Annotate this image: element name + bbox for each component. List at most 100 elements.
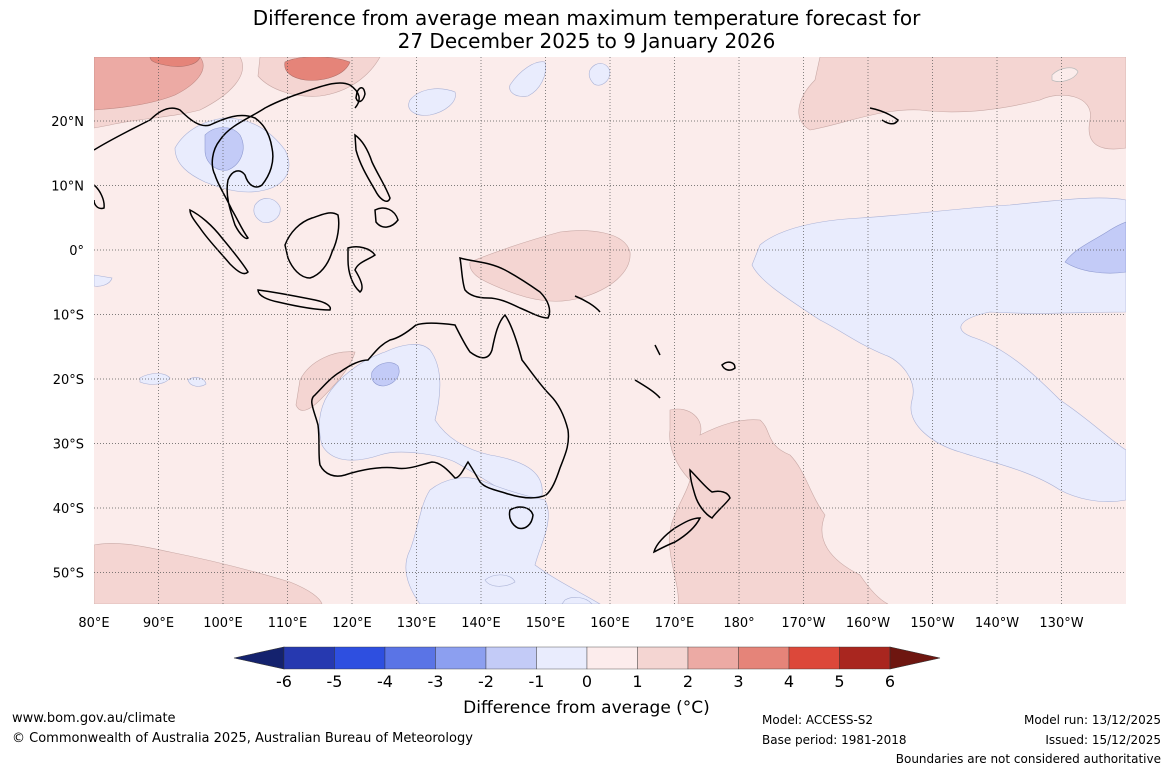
warm-region-equatorial bbox=[469, 230, 631, 302]
footer-model-run: Model run: 13/12/2025 bbox=[1023, 713, 1161, 727]
warm-region-asia-strong bbox=[94, 57, 204, 111]
longitude-label: 130°E bbox=[397, 616, 437, 631]
longitude-label: 110°E bbox=[268, 616, 308, 631]
coastline-taiwan bbox=[355, 87, 366, 103]
colorbar-tick-label: 5 bbox=[834, 672, 844, 691]
colorbar bbox=[233, 646, 941, 670]
coastline-solomons bbox=[574, 295, 601, 313]
coastline-nz-north bbox=[689, 468, 731, 519]
coastline-borneo bbox=[284, 212, 340, 279]
anomaly-field bbox=[94, 57, 1126, 604]
cool-region-small-4 bbox=[187, 377, 207, 387]
latitude-label: 0° bbox=[69, 244, 84, 259]
warm-region-asia-hot-2 bbox=[149, 57, 201, 67]
coastline-philippines bbox=[354, 133, 391, 202]
colorbar-tick-label: -5 bbox=[327, 672, 343, 691]
colorbar-tick-label: -2 bbox=[478, 672, 494, 691]
colorbar-segment bbox=[839, 646, 891, 670]
coastline-new-caledonia bbox=[634, 379, 661, 399]
colorbar-segment bbox=[283, 646, 335, 670]
footer-disclaimer: Boundaries are not considered authoritat… bbox=[895, 752, 1161, 766]
latitude-axis: 20°N 10°N 0° 10°S 20°S 30°S 40°S 50°S bbox=[51, 115, 84, 582]
latitude-label: 20°S bbox=[53, 373, 84, 388]
footer-base-period: Base period: 1981-2018 bbox=[762, 733, 907, 747]
coastline-tasmania bbox=[508, 506, 534, 530]
coastline-asia bbox=[94, 82, 360, 240]
colorbar-segment bbox=[536, 646, 588, 670]
cool-region-small-5 bbox=[509, 61, 546, 97]
cool-region-small-8 bbox=[561, 597, 593, 604]
longitude-axis: 80°E 90°E 100°E 110°E 120°E 130°E 140°E 150°E 16… bbox=[78, 616, 1083, 631]
warm-region-asia-hot bbox=[284, 57, 351, 81]
colorbar-segment bbox=[788, 646, 840, 670]
colorbar-title: Difference from average (°C) bbox=[463, 698, 710, 718]
latitude-label: 10°N bbox=[51, 180, 84, 195]
longitude-label: 130°W bbox=[1039, 616, 1083, 631]
longitude-label: 170°E bbox=[655, 616, 695, 631]
footer-copyright: © Commonwealth of Australia 2025, Austra… bbox=[12, 731, 473, 746]
longitude-label: 180° bbox=[723, 616, 754, 631]
warm-region-hawaii-small bbox=[1051, 67, 1079, 82]
longitude-label: 170°W bbox=[781, 616, 825, 631]
latitude-label: 20°N bbox=[51, 115, 84, 130]
latitude-label: 40°S bbox=[53, 502, 84, 517]
coastline-fiji bbox=[721, 361, 736, 371]
longitude-label: 80°E bbox=[78, 616, 109, 631]
longitude-label: 90°E bbox=[143, 616, 174, 631]
colorbar-tick-label: 6 bbox=[885, 672, 895, 691]
colorbar-ticks: -6 -5 -4 -3 -2 -1 0 1 2 3 4 5 6 bbox=[276, 672, 895, 691]
colorbar-segment bbox=[334, 646, 386, 670]
longitude-label: 160°E bbox=[590, 616, 630, 631]
cool-region-thailand bbox=[204, 127, 244, 171]
longitude-label: 100°E bbox=[203, 616, 243, 631]
colorbar-segment bbox=[637, 646, 689, 670]
cool-region-east-pacific bbox=[1064, 221, 1126, 274]
longitude-label: 140°W bbox=[975, 616, 1019, 631]
colorbar-segment bbox=[738, 646, 790, 670]
cool-region-central-pacific bbox=[751, 197, 1126, 502]
cool-region-small-7 bbox=[94, 274, 113, 287]
coastline-mindanao bbox=[374, 207, 399, 228]
colorbar-extend-low bbox=[233, 646, 285, 670]
longitude-label: 120°E bbox=[332, 616, 372, 631]
footer-website: www.bom.gov.au/climate bbox=[12, 711, 176, 726]
warm-region-north-pacific bbox=[798, 57, 1126, 150]
warm-region-tasman bbox=[668, 408, 889, 604]
coastline-new-guinea bbox=[459, 256, 551, 319]
colorbar-segment bbox=[384, 646, 436, 670]
warm-region-southwest bbox=[94, 543, 323, 604]
latitude-label: 30°S bbox=[53, 438, 84, 453]
colorbar-tick-label: -3 bbox=[428, 672, 444, 691]
map-title-line1: Difference from average mean maximum tem… bbox=[252, 6, 921, 30]
footer-issued: Issued: 15/12/2025 bbox=[1045, 733, 1161, 747]
coastline-australia bbox=[311, 313, 570, 499]
colorbar-segment bbox=[586, 646, 638, 670]
footer-model: Model: ACCESS-S2 bbox=[762, 713, 874, 727]
coastline-hawaii bbox=[869, 107, 899, 125]
colorbar-segment bbox=[687, 646, 739, 670]
warm-region-west-australia bbox=[295, 351, 356, 411]
map-gridlines bbox=[94, 57, 1126, 604]
longitude-label: 140°E bbox=[461, 616, 501, 631]
coastline-vanuatu bbox=[654, 344, 661, 356]
colorbar-tick-label: -6 bbox=[276, 672, 292, 691]
colorbar-tick-label: 0 bbox=[582, 672, 592, 691]
longitude-label: 150°E bbox=[526, 616, 566, 631]
latitude-label: 50°S bbox=[53, 567, 84, 582]
colorbar-extend-high bbox=[889, 646, 941, 670]
coastline-java bbox=[257, 289, 332, 311]
colorbar-tick-label: 3 bbox=[733, 672, 743, 691]
cool-region-small-9 bbox=[484, 574, 516, 587]
colorbar-segment bbox=[485, 646, 537, 670]
colorbar-tick-label: 2 bbox=[683, 672, 693, 691]
cool-region-nw-australia bbox=[371, 362, 400, 387]
coastline-sumatra bbox=[189, 208, 249, 275]
colorbar-tick-label: 1 bbox=[632, 672, 642, 691]
longitude-label: 160°W bbox=[846, 616, 890, 631]
colorbar-tick-label: -1 bbox=[529, 672, 545, 691]
map-title-line2: 27 December 2025 to 9 January 2026 bbox=[397, 29, 776, 53]
colorbar-tick-label: 4 bbox=[784, 672, 794, 691]
coastline-india-tip bbox=[94, 184, 105, 210]
longitude-label: 150°W bbox=[910, 616, 954, 631]
latitude-label: 10°S bbox=[53, 309, 84, 324]
